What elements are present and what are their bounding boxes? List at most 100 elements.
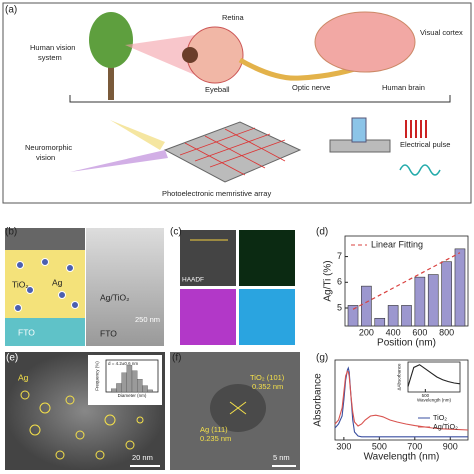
bar: [454, 248, 466, 327]
histogram-bar: [137, 379, 143, 393]
y-tick-label: 5: [337, 302, 342, 312]
brain: [314, 11, 416, 73]
array-grid: [179, 127, 286, 176]
light-cone: [125, 35, 195, 75]
x-tick-label: 200: [359, 328, 374, 338]
light-beam-1: [110, 120, 165, 150]
histogram-bar: [142, 385, 148, 393]
label: vision: [36, 153, 55, 162]
y-axis-label: Frequency (%): [95, 361, 100, 391]
label: Human brain: [382, 83, 425, 92]
x-axis-label: Diameter (nm): [118, 393, 147, 398]
histogram-bar: [126, 365, 133, 393]
haadf-map: [180, 230, 236, 286]
ag-particles: [14, 258, 79, 312]
x-axis-label: Position (nm): [377, 338, 436, 349]
y-axis-label: Ag/Ti (%): [323, 260, 334, 301]
scale-bar-label: 250 nm: [135, 315, 160, 324]
scale-bar-label: 5 nm: [273, 453, 290, 462]
label: Ag: [52, 277, 63, 287]
o-map: [239, 289, 295, 345]
fto-layer: [5, 318, 85, 346]
panel-label: (c): [170, 227, 182, 238]
trend-line: [352, 252, 461, 310]
series-line: [334, 370, 469, 431]
tree-trunk: [108, 55, 114, 100]
label: Electrical pulse: [400, 140, 450, 149]
panel-label: (b): [5, 227, 17, 238]
panel-label: (g): [316, 353, 328, 364]
histogram-bar: [131, 370, 138, 393]
panel-label: (f): [172, 353, 181, 364]
label: TiO₂: [12, 279, 29, 289]
label: 0.352 nm: [252, 382, 283, 391]
scale-bar-label: 20 nm: [132, 453, 153, 462]
bar: [374, 317, 386, 327]
tem-image: [86, 228, 164, 346]
top-layer: [5, 228, 85, 250]
bar: [401, 305, 412, 327]
histogram-bar: [111, 388, 117, 393]
label: 0.235 nm: [200, 434, 231, 443]
x-axis-label: Wavelength (nm): [364, 452, 440, 463]
x-tick-label: 600: [412, 328, 427, 338]
legend-label: Linear Fitting: [371, 239, 423, 249]
label: Photoelectronic memristive array: [162, 189, 271, 198]
y-tick-label: 7: [337, 251, 342, 261]
histogram-bar: [147, 389, 153, 393]
annotation: d = 4.2±0.6 nm: [108, 361, 138, 366]
series-line: [334, 366, 468, 438]
panel-label: (d): [316, 227, 328, 238]
label: FTO: [100, 328, 117, 338]
label: system: [38, 53, 62, 62]
tree-crown: [89, 12, 133, 68]
histogram-bar: [116, 383, 122, 393]
bar: [414, 276, 426, 327]
label: HAADF: [182, 277, 204, 284]
label: Ag: [18, 372, 29, 382]
series-line: [407, 364, 461, 387]
x-tick-label: 900: [443, 442, 458, 452]
bar: [387, 305, 399, 327]
bar: [427, 274, 439, 327]
panel-label: (a): [5, 5, 17, 16]
signal: [399, 164, 441, 176]
label: Ag (111): [200, 425, 228, 434]
label: Neuromorphic: [25, 143, 72, 152]
label: Optic nerve: [292, 83, 330, 92]
x-axis-label: Wavelength (nm): [417, 398, 452, 403]
legend-label: TiO₂: [433, 413, 447, 422]
x-tick-label: 700: [407, 442, 422, 452]
memristive-array: [163, 121, 302, 183]
label: FTO: [18, 327, 35, 337]
label: Eyeball: [205, 85, 230, 94]
y-tick-label: 6: [337, 277, 342, 287]
plot-frame: [334, 359, 469, 441]
label: Retina: [222, 13, 245, 22]
particle-circles: [20, 390, 144, 460]
x-tick-label: 500: [372, 442, 387, 452]
ag-map: [239, 230, 295, 286]
ti-map: [180, 289, 236, 345]
histogram-bar: [121, 372, 127, 393]
x-tick-label: 800: [439, 328, 454, 338]
pupil: [182, 47, 198, 63]
pulses: [405, 120, 427, 138]
lattice-mark: [229, 401, 247, 415]
plot-frame: [407, 361, 461, 393]
panel-label: (e): [6, 353, 18, 364]
bracket: [69, 95, 451, 103]
x-tick-label: 500: [422, 393, 430, 398]
y-axis-label: Absorbance: [313, 373, 324, 427]
legend-label: Ag/TiO₂: [433, 422, 458, 431]
x-tick-label: 300: [336, 442, 351, 452]
bar: [347, 305, 359, 327]
panel-a-frame: [2, 2, 472, 204]
light-beam-2: [70, 150, 168, 172]
bar: [441, 261, 452, 327]
y-axis-label: ΔAbsorbance: [397, 363, 402, 391]
x-tick-label: 400: [386, 328, 401, 338]
label: Visual cortex: [420, 28, 463, 37]
label: Ag/TiO₂: [100, 292, 129, 302]
